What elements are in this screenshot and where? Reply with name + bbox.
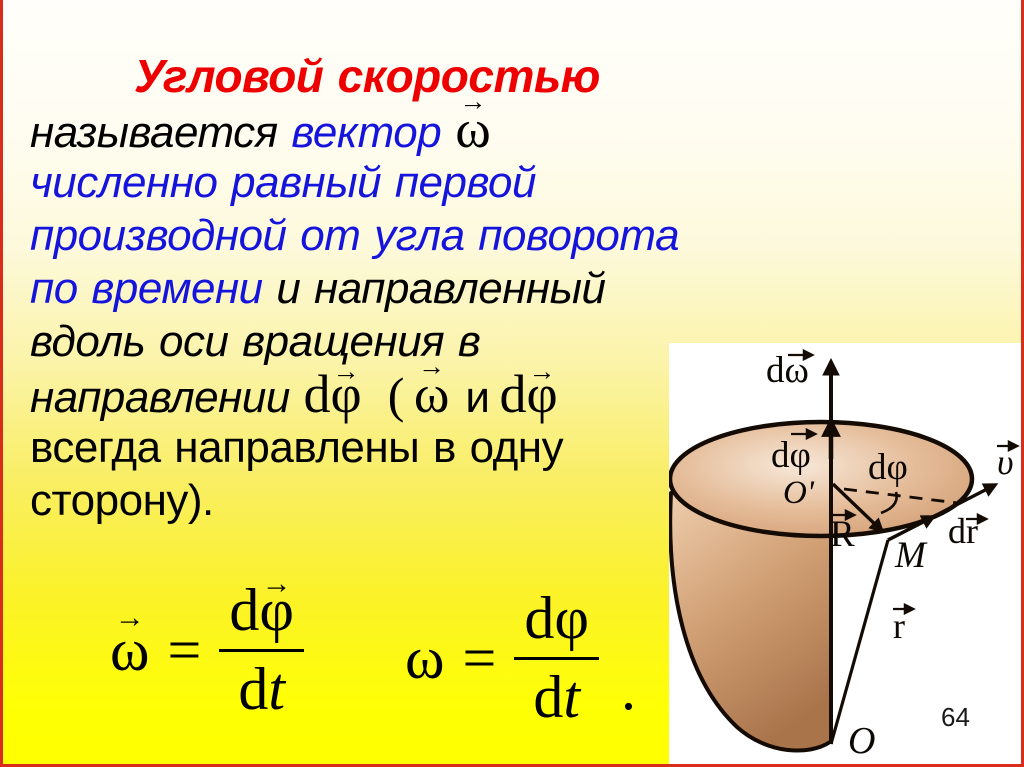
- slide-border-left: [0, 0, 3, 767]
- text-black: направлении: [30, 373, 304, 422]
- text-line-8: всегда направлены в одну: [30, 423, 564, 472]
- numerator-dphi-vector: d → φ: [219, 569, 304, 652]
- o-prime-label: O': [783, 475, 815, 511]
- vector-arrow-icon: →: [418, 351, 446, 382]
- vector-arrow-icon: →: [459, 86, 487, 117]
- top-disk: [667, 419, 975, 539]
- cylinder-body: [670, 493, 830, 751]
- dphivec-label: dφ: [771, 435, 811, 476]
- omega-vector-symbol: → ω: [413, 351, 450, 424]
- vector-arrow-icon: →: [261, 567, 292, 601]
- r-vector-line: [829, 539, 890, 745]
- fraction: d → φ dt: [219, 569, 304, 722]
- r-label: r: [893, 606, 905, 646]
- rotation-diagram-svg: dω dφ O' dφ R M dr υ r O: [667, 348, 1020, 762]
- period: .: [620, 656, 636, 722]
- formula-omega-scalar: ω = dφ dt .: [405, 588, 636, 727]
- open-paren: (: [387, 367, 405, 423]
- text-line-4: производной от угла поворота: [30, 211, 680, 260]
- vector-arrow-icon: →: [332, 356, 360, 387]
- domega-label: dω: [766, 350, 809, 391]
- text-line-6: вдоль оси вращения в: [30, 317, 481, 366]
- omega-vector-symbol: → ω: [110, 601, 150, 683]
- formula-omega-vector: → ω = d → φ dt: [110, 569, 304, 722]
- text-line-5: по времени и направленный: [30, 262, 678, 315]
- O-label: O: [848, 720, 875, 762]
- dr-vector-arrow: [887, 515, 937, 542]
- text-black: и направленный: [262, 264, 606, 313]
- denominator-dt: dt: [238, 656, 285, 722]
- cylinder-body-contour: [668, 491, 832, 753]
- equals-sign: =: [462, 624, 497, 691]
- text-blue: вектор: [291, 108, 442, 157]
- slide-border-bottom: [0, 764, 1024, 767]
- text-line-2: называется вектор → ω: [30, 88, 678, 157]
- velocity-label: υ: [997, 442, 1014, 482]
- dashed-angle-line: [843, 487, 959, 505]
- text-black: называется: [30, 108, 292, 157]
- text-line-3: численно равный первой: [30, 158, 536, 207]
- slide-border-right: [1021, 0, 1024, 767]
- angle-arc: [880, 491, 898, 515]
- dphi-vector-symbol: d → φ: [499, 356, 558, 424]
- R-vector-arrow: [831, 482, 885, 534]
- R-label: R: [830, 514, 855, 555]
- dphi-vector-symbol: d → φ: [303, 356, 362, 424]
- equals-sign: =: [167, 616, 202, 683]
- omega-symbol: ω: [405, 624, 445, 691]
- dphi-angle-label: dφ: [868, 447, 908, 488]
- page-number: 64: [941, 702, 970, 732]
- dr-label: dr: [948, 511, 978, 551]
- omega-vector-symbol: → ω: [455, 86, 491, 159]
- rotation-diagram: dω dφ O' dφ R M dr υ r O: [667, 343, 1024, 767]
- fraction: dφ dt: [514, 588, 599, 727]
- text-line-7: направлении d → φ(→ ω и d → φ: [30, 353, 678, 423]
- text-line-9: сторону).: [30, 476, 214, 525]
- vector-arrow-icon: →: [528, 356, 556, 387]
- vector-arrow-icon: →: [114, 601, 145, 635]
- M-label: M: [894, 535, 928, 576]
- text-block: Угловой скоростью называется вектор → ω чи…: [30, 50, 680, 527]
- text-blue: по времени: [30, 264, 263, 313]
- numerator-dphi: dφ: [514, 588, 599, 660]
- text-black: и: [465, 373, 490, 422]
- slide-title: Угловой скоростью: [134, 50, 600, 102]
- denominator-dt: dt: [533, 664, 580, 730]
